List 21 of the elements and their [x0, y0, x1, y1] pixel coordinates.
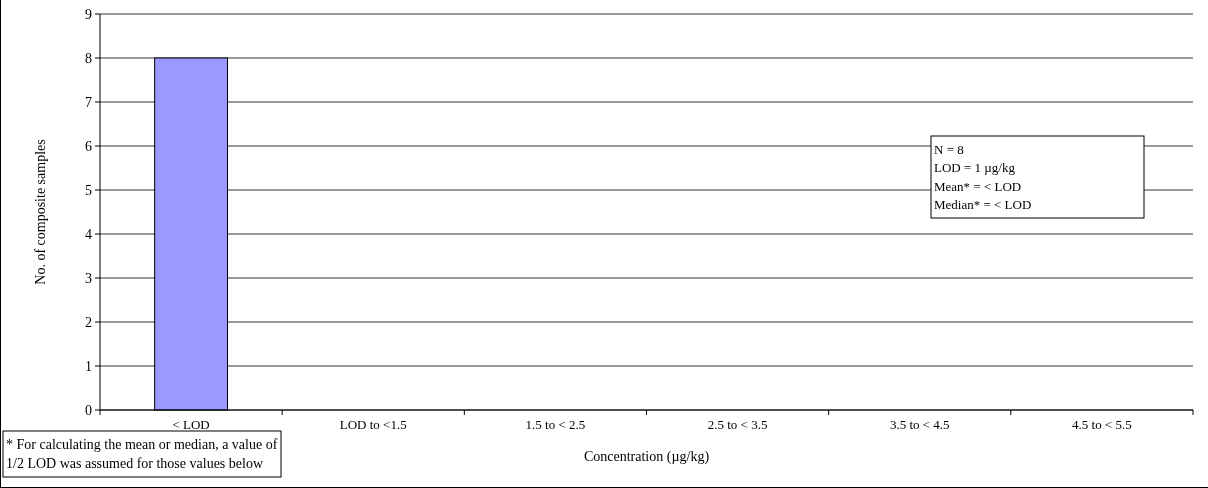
y-tick-label: 7 [85, 94, 92, 110]
y-axis-title: No. of composite samples [32, 139, 48, 285]
x-tick-label: 1.5 to < 2.5 [525, 416, 586, 432]
x-tick-label: LOD to <1.5 [339, 416, 407, 432]
y-tick-label: 2 [85, 314, 92, 330]
x-tick-label: 3.5 to < 4.5 [889, 416, 950, 432]
y-tick-label: 9 [85, 6, 92, 22]
y-tick-label: 5 [85, 182, 92, 198]
text-box: N = 8 LOD = 1 µg/kg Mean* = < LOD Median* = < LOD [930, 135, 1145, 219]
text-box: * For calculating the mean or median, a value of 1/2 LOD was assumed for those values below [2, 430, 282, 478]
annotation: N = 8 LOD = 1 µg/kg Mean* = < LOD Median* = < LOD [934, 141, 1032, 213]
x-axis-title: Concentration (µg/kg) [583, 449, 710, 465]
y-tick-label: 0 [85, 402, 92, 418]
x-tick-label: < LOD [172, 416, 210, 432]
y-tick-label: 6 [85, 138, 92, 154]
x-tick-label: 2.5 to < 3.5 [707, 416, 768, 432]
y-tick-label: 3 [85, 270, 92, 286]
y-tick-label: 1 [85, 358, 92, 374]
x-tick-label: 4.5 to < 5.5 [1072, 416, 1132, 432]
y-tick-label: 4 [85, 226, 92, 242]
y-tick-label: 8 [85, 50, 92, 66]
